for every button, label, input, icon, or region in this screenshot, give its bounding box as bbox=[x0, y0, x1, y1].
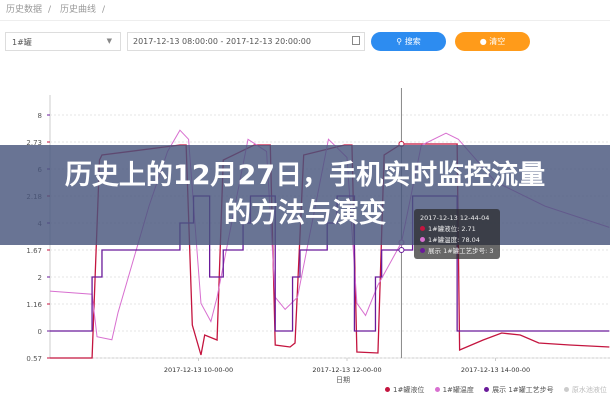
breadcrumb-history-curve[interactable]: 历史曲线 bbox=[59, 5, 96, 15]
tooltip-value: 1#罐液位: 2.71 bbox=[428, 225, 476, 233]
search-icon: ⚲ bbox=[396, 37, 405, 46]
y-tick-label: 0 bbox=[38, 328, 42, 336]
y-tick-label: 1.16 bbox=[26, 301, 42, 309]
tooltip-row: 展示 1#罐工艺步号: 3 bbox=[420, 246, 494, 257]
legend-dot-icon bbox=[484, 387, 490, 392]
date-range-input[interactable]: 2017-12-13 08:00:00 - 2017-12-13 20:00:0… bbox=[127, 32, 365, 51]
legend-dot-icon bbox=[434, 387, 440, 392]
divider bbox=[0, 20, 610, 21]
y-tick-label: 2.73 bbox=[26, 139, 42, 147]
calendar-icon bbox=[352, 36, 360, 45]
breadcrumb: 历史数据 / 历史曲线 / bbox=[6, 2, 111, 15]
breadcrumb-separator: / bbox=[101, 5, 105, 15]
y-tick-label: 2 bbox=[38, 274, 42, 282]
tooltip-row: 1#罐液位: 2.71 bbox=[420, 224, 494, 235]
legend-item[interactable]: 展示 1#罐工艺步号 bbox=[484, 386, 554, 394]
title-banner: 历史上的12月27日，手机实时监控流量 的方法与演变 bbox=[0, 145, 610, 245]
legend-label: 展示 1#罐工艺步号 bbox=[492, 386, 554, 394]
tooltip-row: 1#罐温度: 78.04 bbox=[420, 235, 494, 246]
series-marker-icon bbox=[420, 237, 425, 242]
tooltip-value: 展示 1#罐工艺步号: 3 bbox=[428, 247, 494, 255]
clear-icon: ● bbox=[479, 37, 490, 46]
chevron-down-icon: ▼ bbox=[106, 37, 112, 45]
date-range-value: 2017-12-13 08:00:00 - 2017-12-13 20:00:0… bbox=[133, 37, 311, 46]
cursor-point-step bbox=[398, 247, 405, 253]
banner-line-1: 历史上的12月27日，手机实时监控流量 bbox=[64, 160, 546, 191]
legend: 1#罐液位 1#罐温度 展示 1#罐工艺步号 原水池液位 bbox=[385, 385, 610, 395]
y-tick-label: 1.67 bbox=[26, 247, 42, 255]
y-tick-label: 0.57 bbox=[26, 355, 42, 363]
legend-item[interactable]: 1#罐温度 bbox=[434, 386, 474, 394]
tank-select-value: 1#罐 bbox=[12, 38, 32, 47]
breadcrumb-history-data[interactable]: 历史数据 bbox=[6, 5, 43, 15]
legend-item[interactable]: 1#罐液位 bbox=[385, 386, 424, 394]
tooltip-time: 2017-12-13 12-44-04 bbox=[420, 214, 490, 222]
x-tick-label: 2017-12-13 14-00-00 bbox=[461, 366, 530, 374]
clear-label: 清空 bbox=[489, 37, 506, 46]
series-marker-icon bbox=[420, 248, 425, 253]
series-marker-icon bbox=[420, 226, 425, 231]
legend-label: 1#罐液位 bbox=[393, 386, 425, 394]
legend-label: 原水池液位 bbox=[571, 386, 607, 394]
y-tick-label: 8 bbox=[38, 112, 42, 120]
x-axis-label: 日期 bbox=[336, 376, 350, 384]
legend-dot-icon bbox=[385, 387, 390, 392]
tooltip-value: 1#罐温度: 78.04 bbox=[428, 236, 480, 244]
tank-select[interactable]: 1#罐 ▼ bbox=[5, 32, 121, 51]
x-tick-label: 2017-12-13 12-00-00 bbox=[312, 366, 381, 374]
search-label: 搜索 bbox=[404, 37, 421, 46]
clear-button[interactable]: ● 清空 bbox=[455, 32, 530, 51]
search-button[interactable]: ⚲ 搜索 bbox=[371, 32, 446, 51]
legend-item[interactable]: 原水池液位 bbox=[563, 386, 607, 394]
chart-tooltip: 2017-12-13 12-44-04 1#罐液位: 2.71 1#罐温度: 7… bbox=[414, 209, 500, 259]
x-tick-label: 2017-12-13 10-00-00 bbox=[164, 366, 233, 374]
banner-line-2: 的方法与演变 bbox=[224, 198, 386, 229]
legend-label: 1#罐温度 bbox=[442, 386, 474, 394]
breadcrumb-separator: / bbox=[48, 5, 52, 15]
legend-dot-icon bbox=[563, 387, 569, 392]
